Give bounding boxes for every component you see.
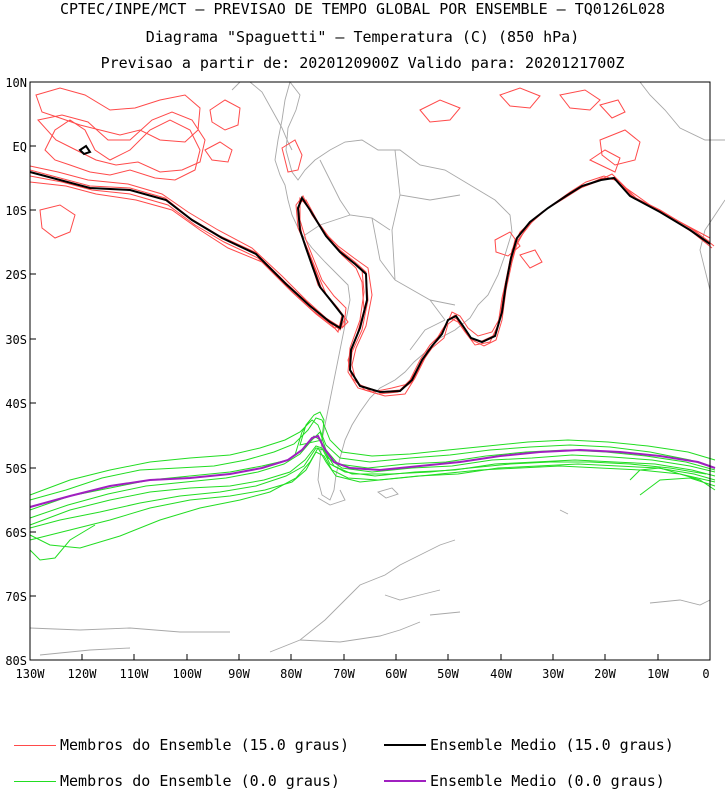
purple-mean bbox=[29, 434, 716, 508]
legend-black-mean: Ensemble Medio (15.0 graus) bbox=[384, 736, 674, 754]
legend-green-swatch bbox=[14, 780, 56, 782]
lon-label: 120W bbox=[68, 667, 98, 681]
legend-purple-mean: Ensemble Medio (0.0 graus) bbox=[384, 772, 665, 790]
longitude-ticks bbox=[29, 654, 711, 660]
map-title-line2: Diagrama "Spaguetti" – Temperatura (C) (… bbox=[145, 28, 580, 46]
lon-label: 50W bbox=[437, 667, 459, 681]
lon-label: 10W bbox=[647, 667, 669, 681]
lat-label: 30S bbox=[5, 333, 27, 347]
lon-label: 60W bbox=[385, 667, 407, 681]
legend-black-label: Ensemble Medio (15.0 graus) bbox=[430, 736, 674, 754]
green-members bbox=[29, 411, 716, 561]
coastlines bbox=[29, 81, 725, 656]
lat-label: 10S bbox=[5, 204, 27, 218]
lon-label: 100W bbox=[173, 667, 203, 681]
latitude-ticks bbox=[30, 81, 36, 661]
legend-green-label: Membros do Ensemble (0.0 graus) bbox=[60, 772, 340, 790]
lon-label: 0 bbox=[702, 667, 709, 681]
lon-label: 80W bbox=[280, 667, 302, 681]
lat-label: EQ bbox=[13, 140, 27, 154]
black-mean bbox=[29, 171, 711, 394]
legend-red-swatch bbox=[14, 744, 56, 746]
lon-label: 70W bbox=[333, 667, 355, 681]
lat-label: 70S bbox=[5, 590, 27, 604]
legend-black-swatch bbox=[384, 744, 426, 746]
lon-label: 20W bbox=[594, 667, 616, 681]
lon-label: 130W bbox=[16, 667, 46, 681]
lon-label: 90W bbox=[228, 667, 250, 681]
lat-label: 20S bbox=[5, 268, 27, 282]
legend-green-members: Membros do Ensemble (0.0 graus) bbox=[14, 772, 340, 790]
lat-label: 10N bbox=[5, 76, 27, 90]
spaghetti-map: 10N EQ 10S 20S 30S 40S 50S 60S 70S 80S 1… bbox=[5, 76, 725, 681]
legend-purple-label: Ensemble Medio (0.0 graus) bbox=[430, 772, 665, 790]
lon-label: 30W bbox=[542, 667, 564, 681]
lat-label: 40S bbox=[5, 397, 27, 411]
map-title-line1: CPTEC/INPE/MCT – PREVISAO DE TEMPO GLOBA… bbox=[59, 0, 666, 18]
lat-label: 50S bbox=[5, 462, 27, 476]
map-frame bbox=[29, 81, 711, 661]
black-mean-eq-loop bbox=[78, 144, 92, 156]
lat-label: 80S bbox=[5, 654, 27, 668]
legend-purple-swatch bbox=[384, 780, 426, 782]
latitude-labels: 10N EQ 10S 20S 30S 40S 50S 60S 70S 80S bbox=[5, 76, 27, 668]
legend-red-label: Membros do Ensemble (15.0 graus) bbox=[60, 736, 349, 754]
lon-label: 40W bbox=[490, 667, 512, 681]
lon-label: 110W bbox=[120, 667, 150, 681]
red-members bbox=[29, 87, 715, 397]
longitude-labels: 130W 120W 110W 100W 90W 80W 70W 60W 50W … bbox=[16, 667, 710, 681]
lat-label: 60S bbox=[5, 526, 27, 540]
map-title-line3: Previsao a partir de: 2020120900Z Valido… bbox=[100, 54, 625, 72]
legend-red-members: Membros do Ensemble (15.0 graus) bbox=[14, 736, 349, 754]
